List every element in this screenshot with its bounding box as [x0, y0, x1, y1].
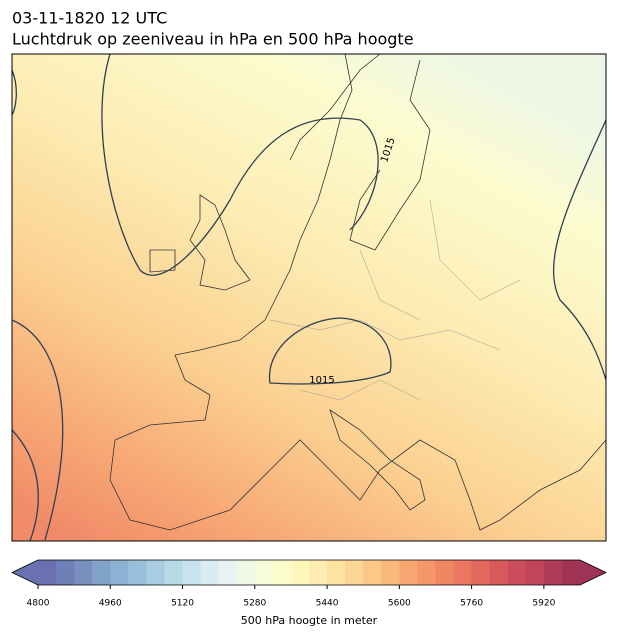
colorbar-extend-low	[12, 560, 38, 585]
contour-label: 1015	[309, 375, 334, 386]
coastline-uk	[149, 194, 251, 291]
colorbar-label: 500 hPa hoogte in meter	[241, 614, 378, 627]
colorbar: 4800 4960 5120 5280 5440 5600 5760 5920	[11, 559, 607, 609]
map-frame	[11, 53, 607, 542]
colorbar-tick-label: 5600	[388, 599, 411, 609]
coastline-italy	[329, 409, 426, 511]
colorbar-segment	[453, 560, 473, 585]
colorbar-segment	[272, 560, 292, 585]
colorbar-segment	[236, 560, 256, 585]
colorbar-segment	[435, 560, 455, 585]
colorbar-segment	[56, 560, 75, 585]
isobar	[101, 54, 379, 276]
colorbar-segment	[38, 560, 57, 585]
colorbar-tick-label: 5760	[460, 599, 483, 609]
colorbar-segment	[327, 560, 346, 585]
colorbar-segment	[507, 560, 527, 585]
colorbar-segment	[417, 560, 436, 585]
colorbar-segment	[146, 560, 165, 585]
colorbar-segment	[128, 560, 147, 585]
colorbar-segment	[92, 560, 111, 585]
colorbar-segment	[309, 560, 328, 585]
colorbar-segment	[363, 560, 382, 585]
isobar	[552, 119, 606, 381]
colorbar-tick-label: 4800	[27, 599, 50, 609]
colorbar-segment	[254, 560, 274, 585]
colorbar-tick-label: 5280	[243, 599, 266, 609]
colorbar-segment	[290, 560, 310, 585]
colorbar-tick-label: 4960	[99, 599, 122, 609]
isobar	[12, 69, 17, 116]
colorbar-segment	[561, 560, 581, 585]
colorbar-segment	[200, 560, 220, 585]
colorbar-segment	[399, 560, 418, 585]
colorbar-segment	[164, 560, 184, 585]
colorbar-segment	[489, 560, 509, 585]
colorbar-segment	[345, 560, 364, 585]
colorbar-tick-label: 5920	[532, 599, 555, 609]
colorbar-segment	[471, 560, 491, 585]
coastline	[109, 54, 606, 531]
map: 1015 1015	[12, 54, 606, 541]
isobar	[12, 319, 64, 541]
map-background	[12, 54, 606, 541]
colorbar-segment	[74, 560, 93, 585]
subtitle: Luchtdruk op zeeniveau in hPa en 500 hPa…	[12, 30, 414, 49]
isobar	[268, 317, 392, 385]
coastline-scandinavia	[289, 54, 431, 251]
colorbar-tick-label: 5120	[171, 599, 194, 609]
colorbar-segment	[218, 560, 238, 585]
colorbar-tick-label: 5440	[316, 599, 339, 609]
borders	[269, 199, 521, 401]
colorbar-extend-high	[580, 560, 606, 585]
colorbar-segment	[110, 560, 129, 585]
colorbar-segment	[381, 560, 400, 585]
colorbar-segment	[543, 560, 563, 585]
colorbar-segment	[525, 560, 545, 585]
colorbar-segment	[182, 560, 202, 585]
title: 03-11-1820 12 UTC	[12, 9, 167, 28]
